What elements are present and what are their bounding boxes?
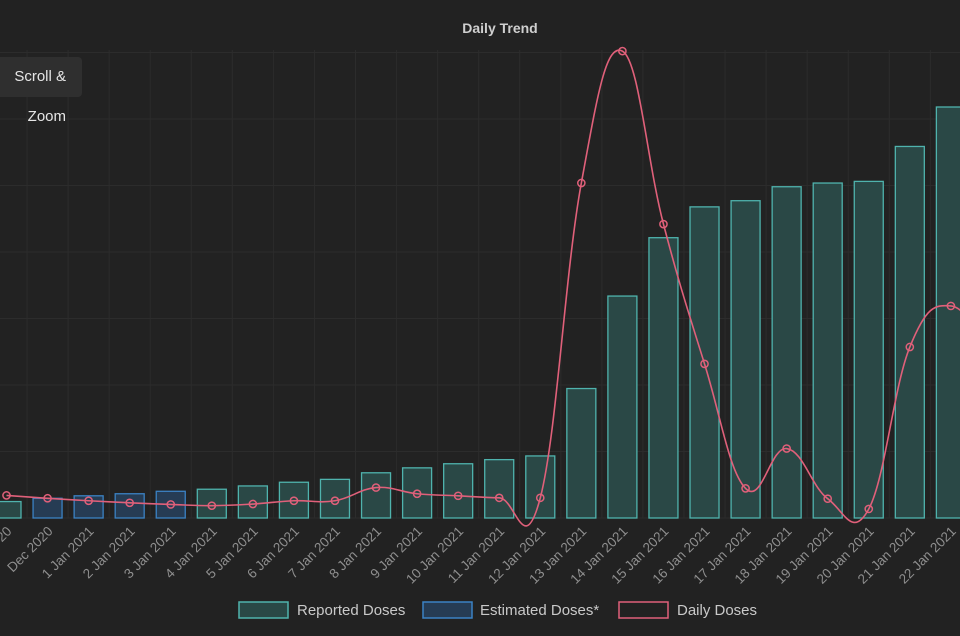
daily-doses-point[interactable] [494,493,504,503]
daily-doses-point[interactable] [330,496,340,506]
reported-doses-bar[interactable] [360,472,392,519]
reported-doses-bar[interactable] [401,467,433,519]
daily-doses-point[interactable] [412,489,422,499]
legend[interactable]: Reported Doses Estimated Doses* Daily Do… [238,601,757,619]
reported-doses-bar[interactable] [935,106,960,519]
reported-doses-bar[interactable] [484,458,515,519]
reported-doses-bar[interactable] [0,500,22,519]
grid [0,50,960,519]
reported-doses-bar[interactable] [812,182,843,519]
legend-label-reported[interactable]: Reported Doses [297,602,405,619]
reported-doses-bar[interactable] [730,200,761,519]
daily-doses-point[interactable] [741,484,750,493]
daily-doses-point[interactable] [618,46,627,56]
daily-doses-point[interactable] [782,444,791,453]
reported-doses-bar[interactable] [894,145,925,519]
daily-doses-point[interactable] [823,494,833,504]
reported-doses-bar[interactable] [566,387,597,519]
daily-doses-point[interactable] [289,496,299,506]
legend-label-estimated[interactable]: Estimated Doses* [480,602,599,619]
daily-doses-point[interactable] [2,491,11,500]
reported-doses-bar[interactable] [648,237,679,519]
reported-doses-bar[interactable] [771,186,802,519]
daily-doses-point[interactable] [166,500,176,509]
legend-swatch-daily[interactable] [618,601,669,619]
estimated-doses-bar[interactable] [73,495,104,519]
daily-doses-point[interactable] [207,501,217,511]
daily-doses-point[interactable] [453,491,463,501]
daily-doses-point[interactable] [864,504,874,514]
daily-doses-line-layer [2,46,960,527]
legend-swatch-estimated[interactable] [422,601,473,619]
daily-doses-point[interactable] [659,219,668,229]
reported-doses-bar[interactable] [607,295,638,519]
daily-doses-point[interactable] [371,483,381,492]
reported-doses-bar[interactable] [237,485,269,519]
daily-doses-point[interactable] [248,499,258,509]
reported-doses-bar[interactable] [853,180,884,519]
daily-doses-point[interactable] [84,496,93,506]
reported-doses-bar[interactable] [196,488,227,519]
daily-doses-point[interactable] [700,359,709,369]
scroll-zoom-button[interactable]: Scroll & Zoom [0,57,82,125]
legend-swatch-reported[interactable] [238,601,289,619]
daily-doses-point[interactable] [43,493,52,503]
daily-doses-point[interactable] [535,493,545,503]
reported-doses-bar[interactable] [443,463,474,519]
daily-doses-point[interactable] [946,301,956,311]
chart-title: Daily Trend [462,20,537,36]
reported-doses-bar[interactable] [525,455,556,519]
daily-doses-point[interactable] [905,342,915,352]
daily-doses-point[interactable] [576,178,586,188]
x-tick-label: 20 [0,524,15,545]
legend-label-daily[interactable]: Daily Doses [677,602,757,619]
daily-doses-line [6,49,960,527]
daily-doses-point[interactable] [125,498,135,508]
bars [0,106,960,519]
